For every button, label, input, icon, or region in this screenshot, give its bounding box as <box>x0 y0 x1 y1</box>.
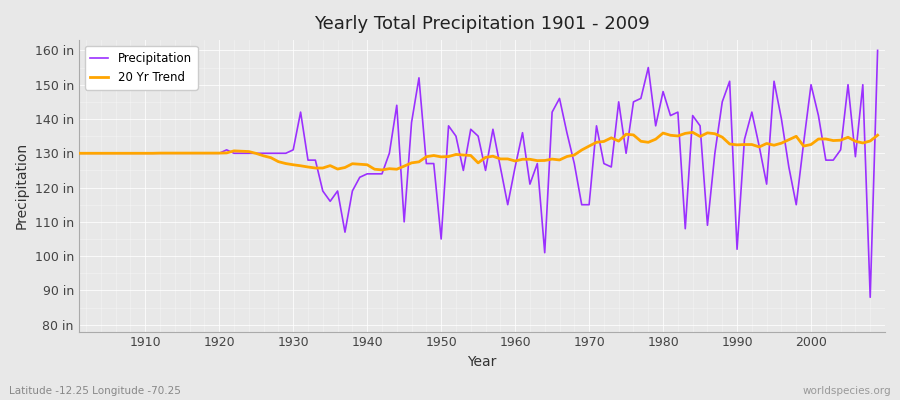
20 Yr Trend <box>606 136 616 140</box>
Precipitation <box>509 164 520 169</box>
Precipitation <box>339 230 350 234</box>
20 Yr Trend <box>295 163 306 168</box>
Y-axis label: Precipitation: Precipitation <box>15 142 29 230</box>
Text: Latitude -12.25 Longitude -70.25: Latitude -12.25 Longitude -70.25 <box>9 386 181 396</box>
Precipitation <box>132 151 143 156</box>
Precipitation <box>872 48 883 53</box>
Precipitation <box>502 202 513 207</box>
20 Yr Trend <box>509 158 520 163</box>
Line: 20 Yr Trend: 20 Yr Trend <box>78 132 878 170</box>
X-axis label: Year: Year <box>467 355 497 369</box>
20 Yr Trend <box>376 168 387 172</box>
Precipitation <box>295 110 306 114</box>
Precipitation <box>865 295 876 300</box>
20 Yr Trend <box>339 165 350 170</box>
20 Yr Trend <box>518 157 528 162</box>
Legend: Precipitation, 20 Yr Trend: Precipitation, 20 Yr Trend <box>85 46 198 90</box>
20 Yr Trend <box>132 151 143 156</box>
20 Yr Trend <box>73 151 84 156</box>
Title: Yearly Total Precipitation 1901 - 2009: Yearly Total Precipitation 1901 - 2009 <box>314 15 650 33</box>
20 Yr Trend <box>688 130 698 135</box>
Precipitation <box>598 161 609 166</box>
Precipitation <box>73 151 84 156</box>
Line: Precipitation: Precipitation <box>78 50 878 297</box>
20 Yr Trend <box>872 133 883 138</box>
Text: worldspecies.org: worldspecies.org <box>803 386 891 396</box>
